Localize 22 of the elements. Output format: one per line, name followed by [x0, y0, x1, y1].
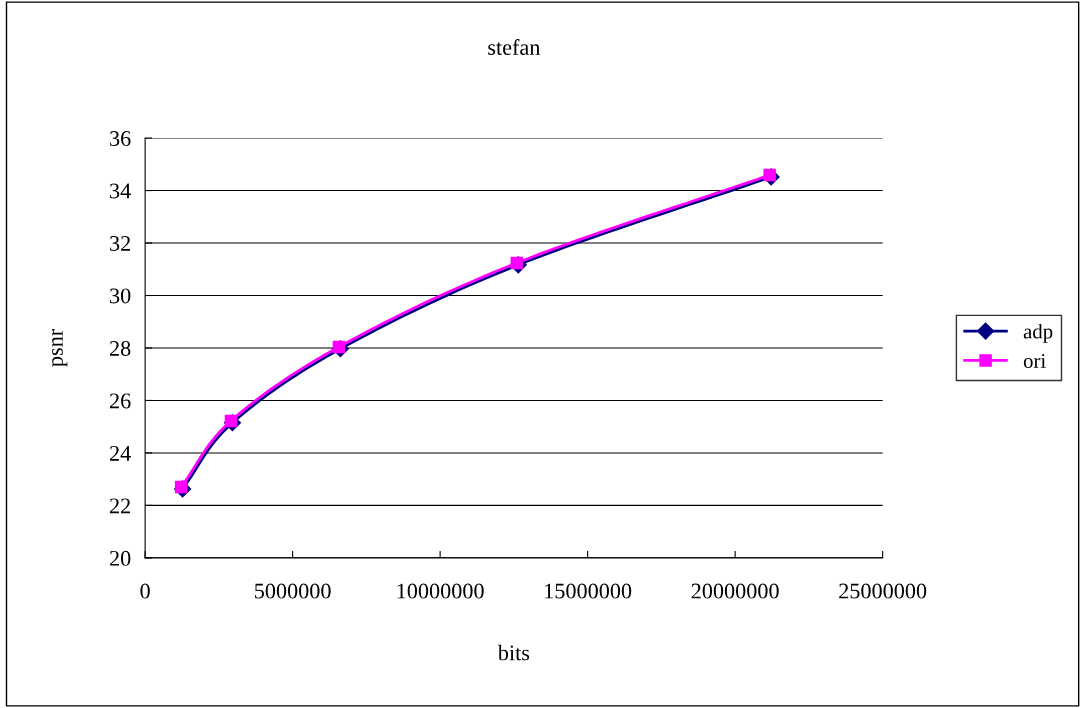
y-tick-label: 26: [109, 393, 131, 409]
x-tick-label: 25000000: [839, 583, 927, 599]
y-tick-label: 20: [109, 550, 131, 566]
point: [510, 256, 524, 270]
y-tick-label: 34: [110, 183, 131, 199]
point: [763, 168, 776, 182]
y-tick-label: 24: [109, 445, 131, 461]
y-tick-label: 28: [109, 340, 131, 356]
x-tick-label: 5000000: [255, 583, 331, 599]
legend-label: ori: [1023, 353, 1046, 368]
legend-label: adp: [1023, 323, 1053, 343]
x-tick-label: 15000000: [545, 583, 632, 599]
y-tick-label: 30: [110, 288, 131, 304]
x-axis-title: bits: [497, 644, 530, 661]
y-axis-title: psnr: [52, 329, 68, 367]
x-tick-label: 10000000: [397, 583, 484, 599]
chart-title: stefan: [488, 39, 541, 55]
y-tick-label: 36: [110, 131, 131, 146]
x-tick-label: 0: [140, 583, 150, 599]
y-tick-label: 32: [110, 236, 131, 251]
y-tick-label: 22: [109, 498, 131, 514]
x-tick-label: 20000000: [691, 583, 779, 599]
